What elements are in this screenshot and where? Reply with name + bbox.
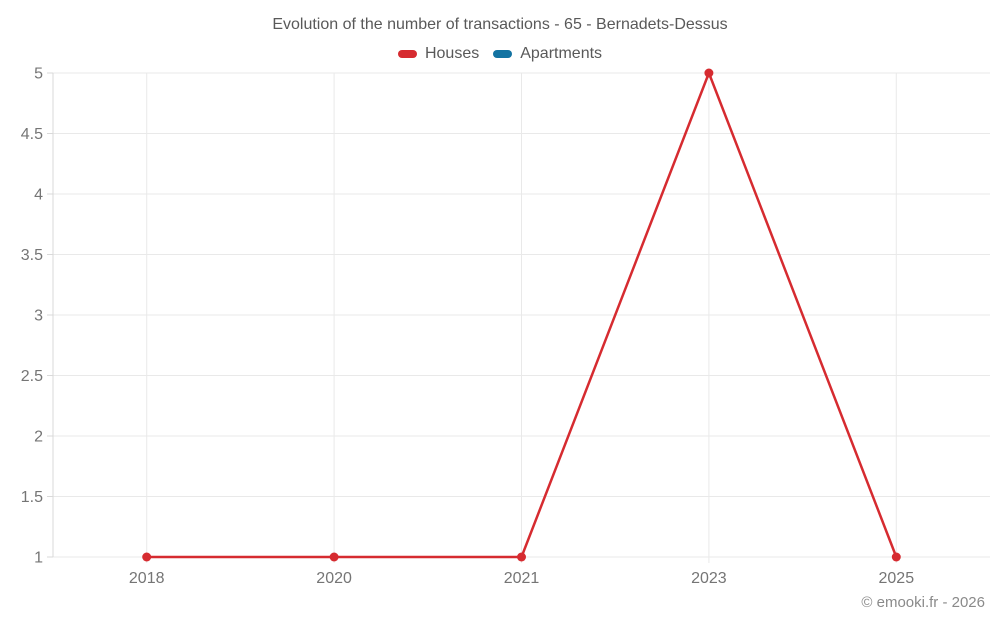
y-axis-tick-label: 4.5: [21, 126, 43, 143]
data-point-houses-2020[interactable]: [329, 552, 339, 562]
x-axis-tick-label: 2023: [691, 570, 727, 587]
chart-legend: Houses Apartments: [0, 45, 1000, 63]
legend-item-apartments[interactable]: Apartments: [493, 45, 602, 63]
chart-title: Evolution of the number of transactions …: [272, 16, 728, 33]
data-point-houses-2018[interactable]: [142, 552, 152, 562]
y-axis-tick-label: 2: [34, 429, 43, 446]
y-axis-tick-label: 1: [34, 550, 43, 567]
data-point-houses-2023[interactable]: [704, 68, 714, 78]
x-axis-tick-label: 2025: [879, 570, 915, 587]
legend-item-houses[interactable]: Houses: [397, 45, 480, 63]
y-axis-tick-label: 3: [34, 308, 43, 325]
legend-label-houses: Houses: [424, 45, 480, 62]
y-axis-tick-label: 4: [34, 187, 43, 204]
data-point-houses-2025[interactable]: [891, 552, 901, 562]
y-axis-tick-label: 3.5: [21, 247, 43, 264]
x-axis-tick-label: 2020: [316, 570, 352, 587]
data-point-houses-2021[interactable]: [517, 552, 526, 562]
y-axis-tick-label: 2.5: [21, 368, 43, 385]
y-axis-tick-label: 1.5: [21, 489, 43, 506]
x-axis-tick-label: 2018: [129, 570, 165, 587]
y-axis-tick-label: 5: [34, 66, 43, 83]
x-axis-tick-label: 2021: [504, 570, 540, 587]
apartments-series-swatch-icon: [493, 50, 513, 58]
copyright-credit: © emooki.fr - 2026: [861, 594, 985, 611]
legend-label-apartments: Apartments: [520, 45, 603, 62]
houses-series-swatch-icon: [397, 50, 417, 58]
